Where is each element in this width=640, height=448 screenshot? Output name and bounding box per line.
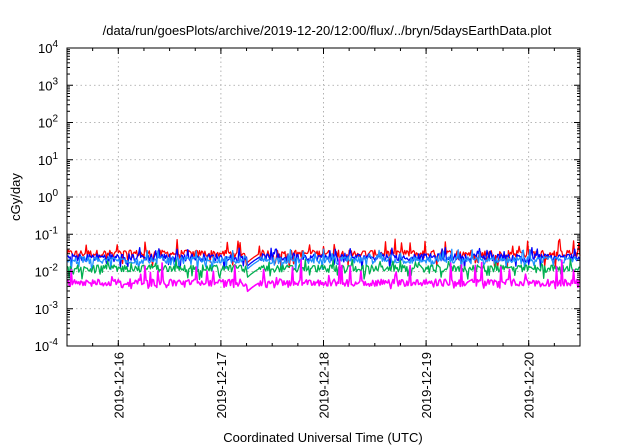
y-tick-label: 10-3 — [35, 300, 59, 317]
series-line — [66, 248, 581, 273]
y-tick-label: 10-1 — [35, 225, 59, 242]
x-tick-label: 2019-12-19 — [419, 352, 434, 419]
y-axis-label: cGy/day — [8, 173, 23, 221]
y-axis-tick-labels: 10-4 10-3 10-2 10-1 100 101 102 103 104 — [35, 39, 59, 354]
x-axis-tick-labels: 2019-12-16 2019-12-17 2019-12-18 2019-12-19… — [111, 352, 536, 419]
y-tick-label: 10-4 — [35, 337, 59, 354]
y-tick-label: 104 — [38, 39, 58, 56]
y-tick-label: 102 — [38, 114, 58, 131]
chart-title: /data/run/goesPlots/archive/2019-12-20/1… — [103, 23, 552, 38]
series-line — [66, 258, 581, 281]
x-axis-label: Coordinated Universal Time (UTC) — [223, 430, 422, 445]
plot-series — [66, 238, 581, 293]
y-tick-label: 10-2 — [35, 263, 59, 280]
x-tick-label: 2019-12-17 — [214, 352, 229, 419]
x-tick-label: 2019-12-16 — [111, 352, 126, 419]
series-line — [66, 258, 581, 293]
y-tick-label: 103 — [38, 76, 58, 93]
x-tick-label: 2019-12-20 — [522, 352, 537, 419]
grid — [67, 48, 580, 346]
x-tick-label: 2019-12-18 — [317, 352, 332, 419]
y-tick-label: 101 — [38, 151, 58, 168]
y-tick-label: 100 — [38, 188, 58, 205]
axis-ticks — [67, 47, 580, 347]
